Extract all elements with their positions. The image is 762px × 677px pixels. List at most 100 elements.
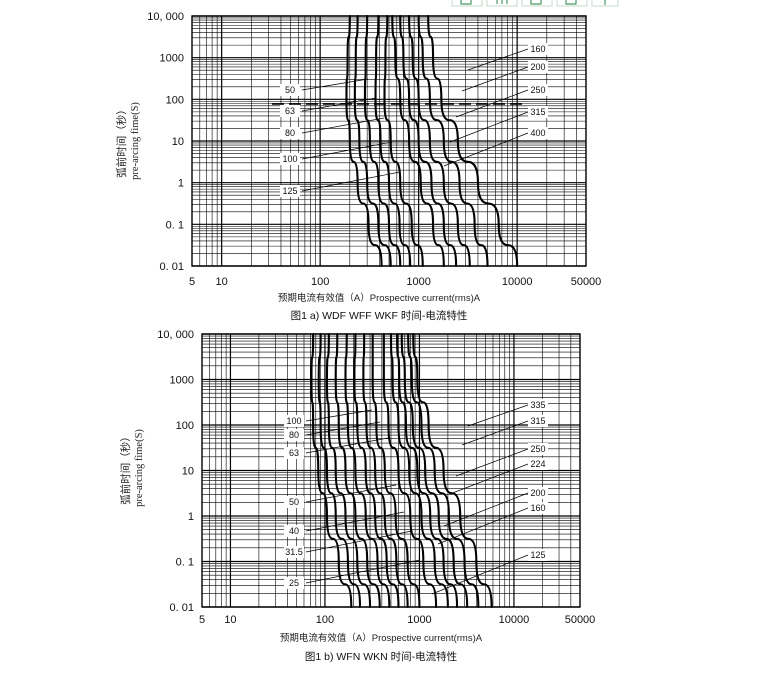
series-curves bbox=[310, 332, 493, 609]
rating-label-bg bbox=[528, 502, 548, 514]
leader-line bbox=[301, 78, 369, 91]
series-line-160 bbox=[391, 14, 445, 268]
series-curves bbox=[345, 14, 519, 268]
y-tick-label: 0. 1 bbox=[166, 219, 184, 231]
page-icon-2 bbox=[530, 0, 542, 5]
rating-label-bg bbox=[280, 127, 300, 139]
rating-label-bg bbox=[284, 496, 304, 508]
x-tick-label: 5 bbox=[199, 614, 205, 626]
y-axis-label-en: pre-arcing fime(S) bbox=[130, 102, 141, 180]
rating-label-right: 250 bbox=[530, 85, 545, 95]
x-tick-label: 10000 bbox=[502, 276, 533, 288]
y-tick-label: 10, 000 bbox=[157, 329, 194, 341]
rating-label-right: 315 bbox=[530, 107, 545, 117]
rating-label-right: 160 bbox=[530, 503, 545, 513]
series-line-80 bbox=[353, 332, 400, 609]
toolbar-button-1[interactable] bbox=[451, 0, 483, 7]
rating-label-bg bbox=[280, 105, 300, 117]
leader-line bbox=[455, 448, 529, 477]
series-line-315 bbox=[417, 14, 489, 268]
x-tick-label: 1000 bbox=[407, 614, 431, 626]
y-tick-label: 1000 bbox=[170, 375, 194, 387]
rating-label-right: 400 bbox=[530, 128, 545, 138]
x-tick-label: 10 bbox=[216, 276, 228, 288]
chart-title: 图1 b) WFN WKN 时间-电流特性 bbox=[305, 650, 457, 663]
y-tick-label: 100 bbox=[166, 94, 184, 106]
plot-frame bbox=[191, 15, 587, 267]
rating-label-bg bbox=[528, 415, 548, 427]
series-line-31-5 bbox=[317, 332, 362, 609]
y-tick-label: 1 bbox=[178, 178, 184, 190]
series-line-40 bbox=[325, 332, 372, 609]
y-tick-label: 1000 bbox=[160, 53, 184, 65]
rating-label-bg bbox=[284, 577, 304, 589]
rating-label-bg bbox=[284, 546, 304, 558]
leader-line bbox=[301, 171, 401, 192]
rating-label-bg bbox=[528, 399, 548, 411]
rating-label-right: 125 bbox=[530, 550, 545, 560]
x-tick-label: 10 bbox=[224, 614, 236, 626]
leader-line bbox=[305, 559, 421, 584]
y-axis-label-cn: 弧前时间（秒） bbox=[115, 104, 128, 178]
leader-line bbox=[305, 421, 381, 436]
x-tick-label: 5 bbox=[189, 276, 195, 288]
chart-title: 图1 a) WDF WFF WKF 时间-电流特性 bbox=[291, 309, 468, 322]
leader-line bbox=[449, 111, 529, 143]
toolbar-button-4[interactable] bbox=[556, 0, 588, 7]
series-line-200 bbox=[399, 14, 458, 268]
rating-label-left: 100 bbox=[286, 416, 301, 426]
series-line-100 bbox=[362, 332, 409, 609]
page-icon-3 bbox=[565, 0, 577, 5]
rating-label-left: 50 bbox=[285, 85, 295, 95]
series-line-50 bbox=[345, 14, 383, 268]
rating-label-right: 200 bbox=[530, 488, 545, 498]
leader-line bbox=[461, 420, 529, 446]
leader-line bbox=[305, 437, 389, 454]
rating-label-bg bbox=[528, 43, 548, 55]
rating-label-bg bbox=[528, 84, 548, 96]
series-line-63 bbox=[344, 332, 391, 609]
rating-label-left: 80 bbox=[289, 430, 299, 440]
rating-label-left: 25 bbox=[289, 578, 299, 588]
series-line-50 bbox=[334, 332, 381, 609]
rating-label-right: 315 bbox=[530, 416, 545, 426]
rating-label-bg bbox=[528, 487, 548, 499]
leader-line bbox=[431, 554, 529, 595]
y-tick-label: 10 bbox=[172, 136, 184, 148]
rating-label-left: 80 bbox=[285, 128, 295, 138]
y-axis-label: 弧前时间（秒） pre-arcing fime(S) bbox=[115, 102, 141, 180]
x-axis-label: 预期电流有效值（A）Prospective current(rms)A bbox=[278, 292, 481, 304]
series-line-400 bbox=[427, 14, 519, 268]
toolbar-button-3[interactable] bbox=[521, 0, 553, 7]
leader-line bbox=[305, 484, 397, 503]
columns-icon bbox=[496, 0, 508, 4]
rating-label-right: 335 bbox=[530, 400, 545, 410]
rating-label-left: 40 bbox=[289, 526, 299, 536]
leader-line bbox=[301, 97, 377, 112]
y-tick-label: 10 bbox=[182, 466, 194, 478]
series-line-25 bbox=[310, 332, 353, 609]
series-line-80 bbox=[363, 14, 402, 268]
chart-a: 10, 000 1000 100 10 1 0. 1 0. 01 5 10 100 1000 1000… bbox=[115, 11, 601, 322]
y-tick-label: 100 bbox=[176, 420, 194, 432]
series-line-63 bbox=[353, 14, 392, 268]
series-line-100 bbox=[374, 14, 412, 268]
leader-line bbox=[437, 507, 529, 545]
page-icon bbox=[460, 0, 472, 5]
rating-label-bg bbox=[528, 443, 548, 455]
rating-label-bg bbox=[284, 447, 304, 459]
series-line-160 bbox=[382, 332, 438, 609]
rating-label-bg bbox=[284, 415, 304, 427]
leader-line bbox=[455, 89, 529, 118]
leader-line bbox=[305, 409, 373, 422]
leader-line bbox=[301, 117, 385, 134]
series-line-315 bbox=[407, 332, 480, 609]
chart-b: 10, 000 1000 100 10 1 0. 1 0. 01 5 10 100 1000 1000… bbox=[119, 329, 595, 663]
x-tick-label: 50000 bbox=[571, 276, 602, 288]
series-line-125 bbox=[371, 332, 421, 609]
series-line-125 bbox=[383, 14, 424, 268]
grid bbox=[201, 333, 581, 608]
rating-label-left: 63 bbox=[289, 448, 299, 458]
x-tick-label: 10000 bbox=[499, 614, 530, 626]
